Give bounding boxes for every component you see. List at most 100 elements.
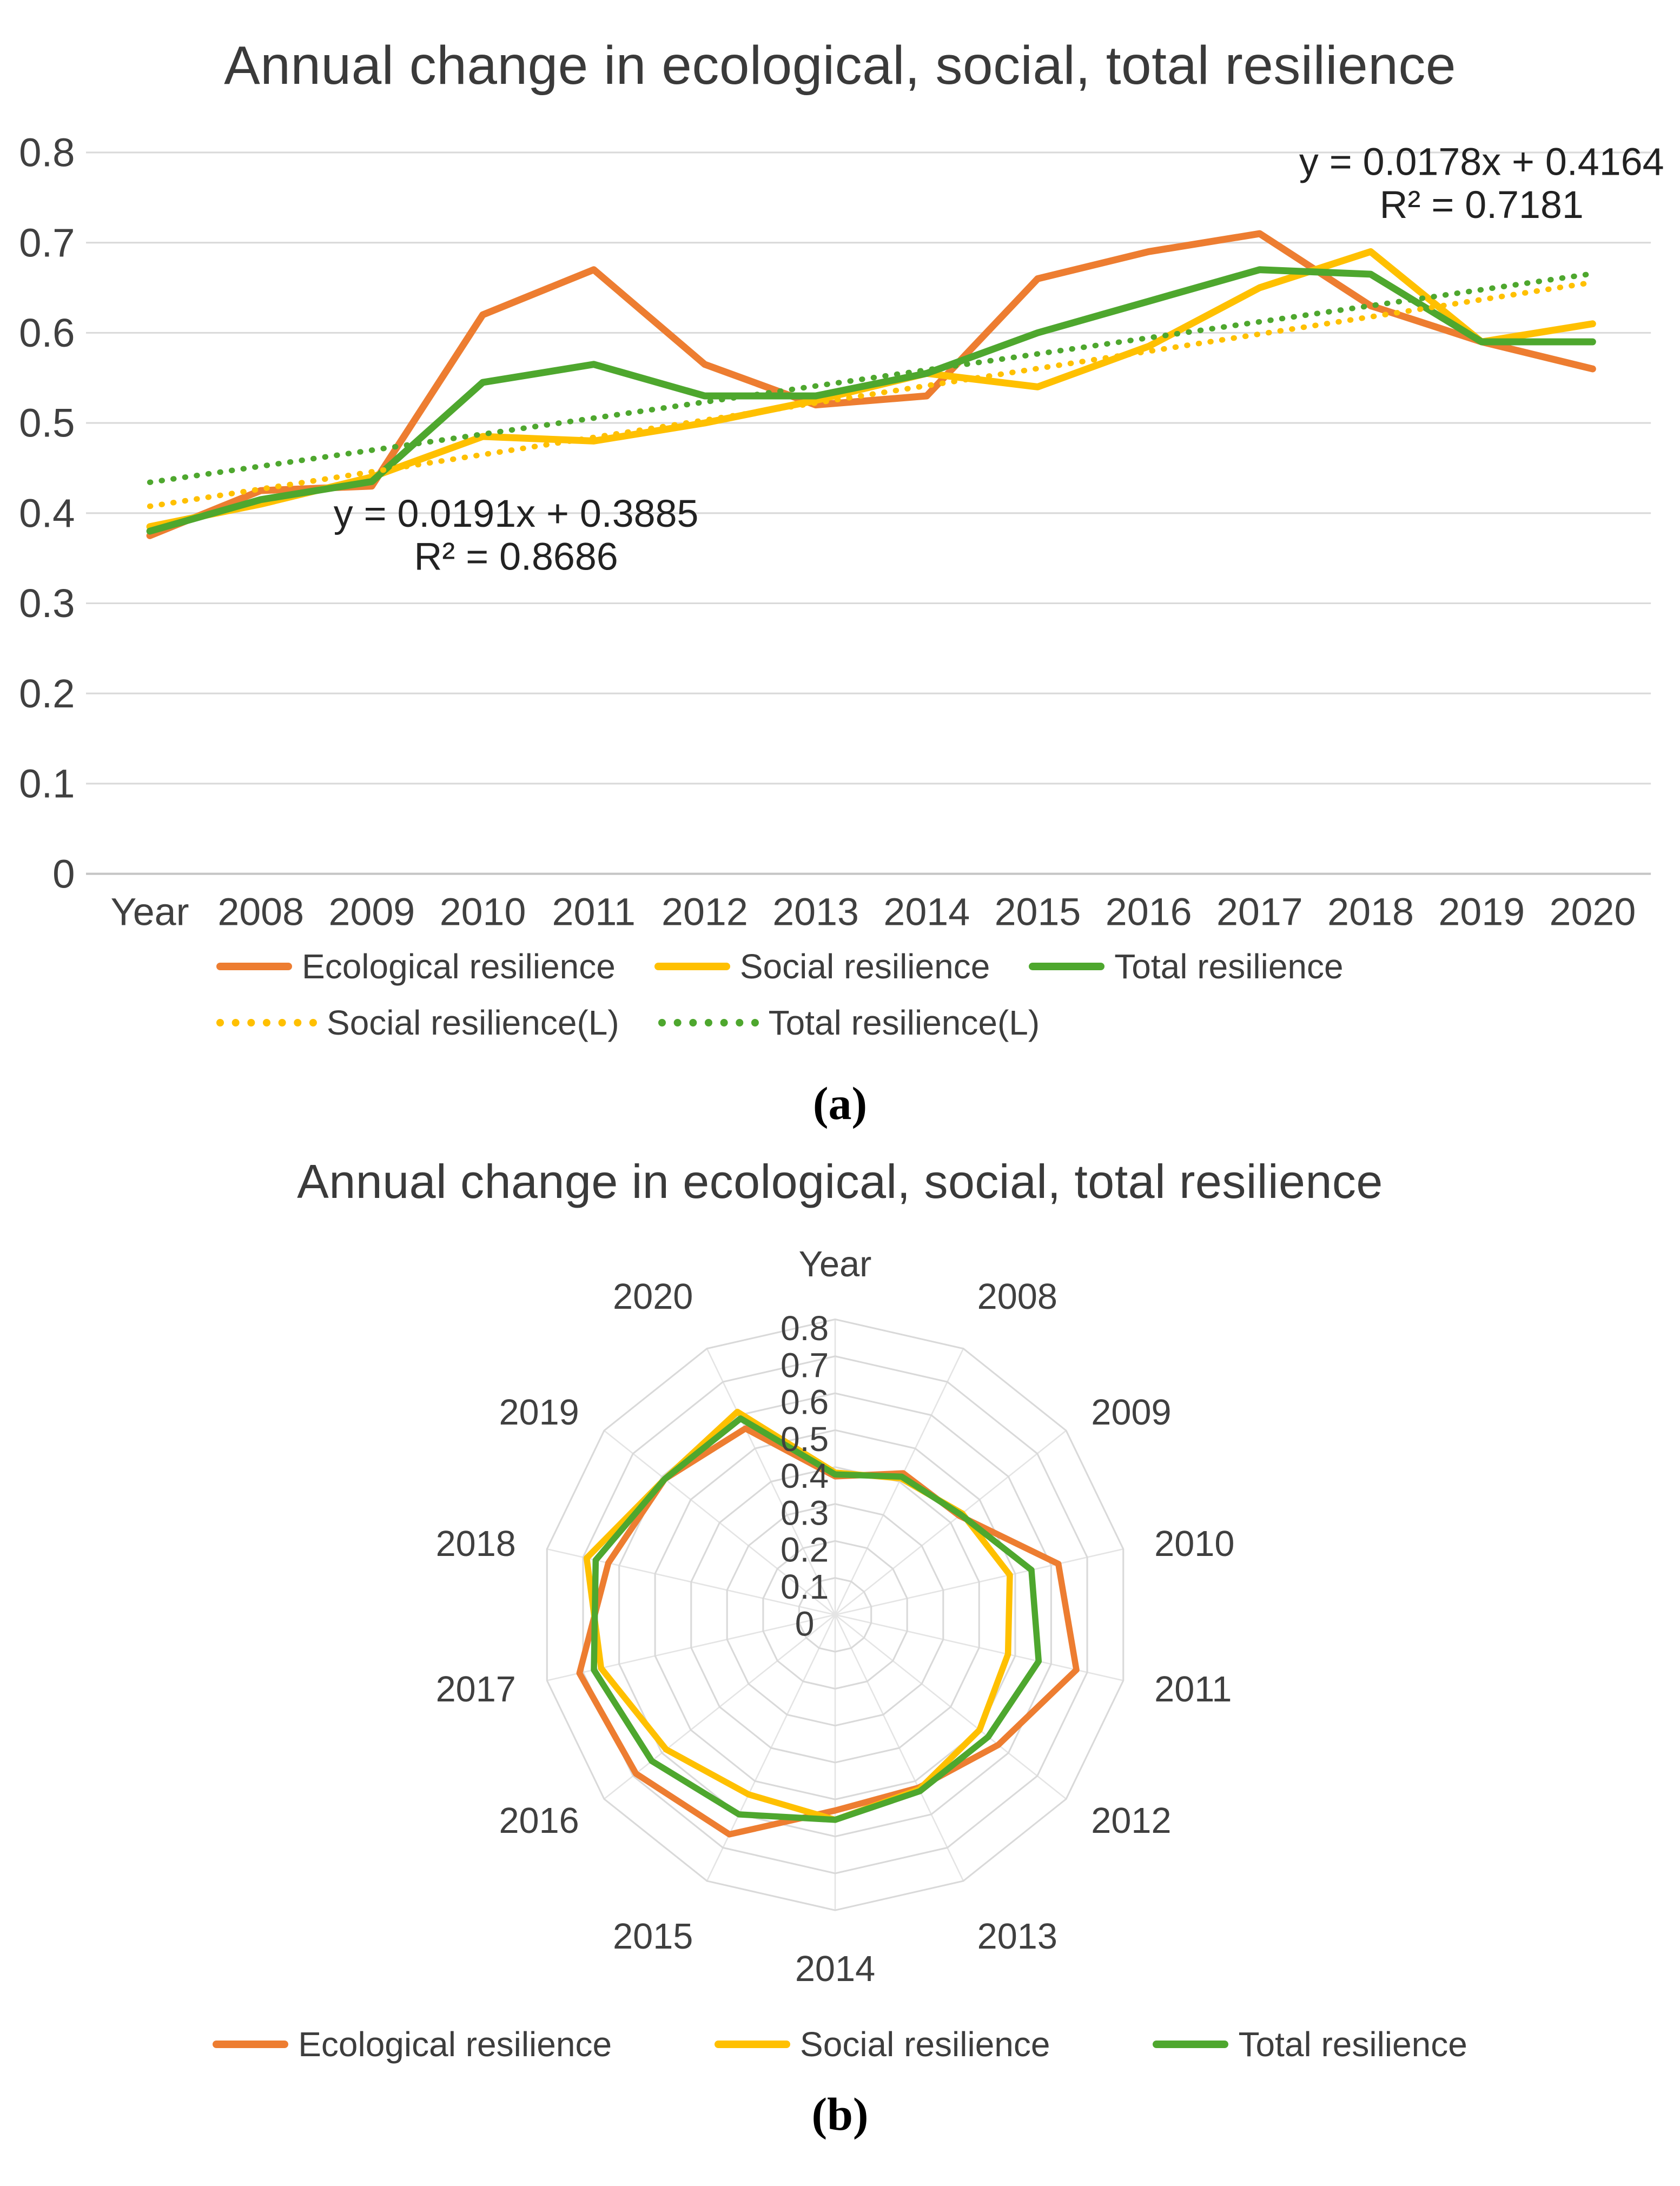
legend-row: Ecological resilience Social resilience To…	[213, 2024, 1467, 2064]
radial-tick-label: 0.2	[781, 1531, 829, 1569]
trend-equation: R² = 0.8686	[414, 535, 618, 578]
dotted-line-swatch-icon	[658, 1018, 759, 1026]
legend-item-social-resilience: Social resilience	[654, 946, 990, 986]
x-tick-label: Year	[110, 891, 189, 934]
panel-b-label: (b)	[811, 2088, 869, 2140]
series-ecological-resilience	[146, 230, 1596, 539]
legend-label: Total resilience	[1114, 946, 1344, 986]
x-tick-label: 2020	[1550, 891, 1636, 934]
x-tick-label: 2011	[552, 891, 636, 934]
legend-label: Social resilience	[800, 2024, 1050, 2064]
trend-equation: R² = 0.7181	[1380, 183, 1584, 227]
panel-a: Annual change in ecological, social, tot…	[0, 35, 1680, 1130]
radial-tick-label: 0.6	[781, 1382, 829, 1421]
radar-category-label: 2020	[613, 1277, 693, 1317]
radar-category-labels: Year 2008 2009 2010 2011 2012 2013 2014 2015 2016…	[436, 1244, 1235, 1989]
line-swatch-icon	[216, 962, 292, 970]
radar-category-label: Year	[799, 1244, 872, 1284]
x-tick-label: 2017	[1216, 891, 1303, 934]
radar-category-label: 2008	[977, 1277, 1057, 1317]
chart-a-legend: Ecological resilience Social resilience To…	[0, 946, 1680, 1043]
series-ecological-resilience	[576, 1425, 1080, 1838]
x-tick-label: 2010	[440, 891, 526, 934]
radar-category-label: 2017	[436, 1670, 516, 1710]
radial-tick-label: 0.8	[781, 1309, 829, 1348]
radial-tick-label: 0.1	[781, 1567, 829, 1606]
trendline-social-resilience-l	[147, 280, 1596, 509]
line-swatch-icon	[654, 962, 730, 970]
radar-category-label: 2014	[795, 1949, 875, 1989]
legend-label: Total resilience	[1238, 2024, 1467, 2064]
panel-b: Annual change in ecological, social, tot…	[0, 1154, 1680, 2141]
x-tick-label: 2009	[329, 891, 415, 934]
x-tick-label: 2016	[1106, 891, 1192, 934]
y-tick-label: 0.6	[19, 310, 75, 355]
chart-b-legend: Ecological resilience Social resilience To…	[0, 2024, 1680, 2064]
series-total-resilience	[146, 266, 1596, 535]
radial-tick-label: 0	[795, 1604, 815, 1643]
legend-item-total-resilience: Total resilience	[1029, 946, 1344, 986]
x-tick-label: 2012	[662, 891, 748, 934]
legend-item-total-resilience: Total resilience	[1153, 2024, 1467, 2064]
radial-tick-label: 0.3	[781, 1493, 829, 1532]
radar-category-label: 2018	[436, 1524, 516, 1564]
chart-b-title: Annual change in ecological, social, tot…	[297, 1154, 1383, 1208]
radar-category-label: 2010	[1154, 1524, 1234, 1564]
radar-series	[576, 1408, 1080, 1838]
y-axis-labels: 0 0.1 0.2 0.3 0.4 0.5 0.6 0.7 0.8	[19, 130, 75, 897]
legend-item-social-resilience-l: Social resilience(L)	[216, 1003, 619, 1043]
line-swatch-icon	[213, 2040, 289, 2048]
legend-label: Ecological resilience	[298, 2024, 612, 2064]
series-lines	[146, 230, 1596, 539]
radar-category-label: 2019	[499, 1393, 579, 1433]
legend-label: Social resilience(L)	[327, 1003, 619, 1042]
line-chart: 0 0.1 0.2 0.3 0.4 0.5 0.6 0.7 0.8 Year 2008 2009 201…	[19, 130, 1664, 934]
trend-equation: y = 0.0191x + 0.3885	[334, 492, 699, 535]
line-swatch-icon	[715, 2040, 791, 2048]
gridlines	[86, 151, 1651, 875]
y-tick-label: 0.3	[19, 581, 75, 626]
x-tick-label: 2008	[217, 891, 304, 934]
legend-row: Social resilience(L) Total resilience(L)	[216, 1003, 1680, 1043]
legend-item-ecological-resilience: Ecological resilience	[216, 946, 616, 986]
y-tick-label: 0.1	[19, 761, 75, 806]
radar-category-label: 2015	[613, 1917, 693, 1957]
line-swatch-icon	[1153, 2040, 1229, 2048]
x-tick-label: 2015	[995, 891, 1081, 934]
chart-a-title: Annual change in ecological, social, tot…	[224, 35, 1456, 96]
radar-category-label: 2012	[1091, 1801, 1171, 1841]
trendline-total-resilience-l	[147, 270, 1596, 485]
line-swatch-icon	[1029, 962, 1105, 970]
y-tick-label: 0.5	[19, 401, 75, 446]
legend-label: Social resilience	[739, 946, 990, 986]
legend-item-social-resilience: Social resilience	[715, 2024, 1050, 2064]
legend-item-ecological-resilience: Ecological resilience	[213, 2024, 612, 2064]
radar-category-label: 2016	[499, 1801, 579, 1841]
radial-tick-label: 0.7	[781, 1346, 829, 1385]
radar-category-label: 2013	[977, 1917, 1057, 1957]
x-axis-labels: Year 2008 2009 2010 2011 2012 2013 2014 2015 2016…	[110, 891, 1636, 934]
x-tick-label: 2014	[883, 891, 970, 934]
radial-tick-label: 0.5	[781, 1420, 829, 1459]
legend-label: Ecological resilience	[302, 946, 616, 986]
radar-category-label: 2009	[1091, 1393, 1171, 1433]
radar-category-label: 2011	[1154, 1670, 1232, 1710]
radial-tick-label: 0.4	[781, 1456, 829, 1495]
x-tick-label: 2019	[1438, 891, 1525, 934]
legend-row: Ecological resilience Social resilience To…	[216, 946, 1680, 986]
y-tick-label: 0.8	[19, 130, 75, 175]
radar-chart: 00.10.20.30.40.50.60.70.8 Year 2008 2009 201…	[436, 1244, 1235, 1989]
series-total-resilience	[591, 1415, 1042, 1823]
y-tick-label: 0	[52, 851, 75, 896]
legend-item-total-resilience-l: Total resilience(L)	[658, 1003, 1040, 1043]
legend-label: Total resilience(L)	[768, 1003, 1040, 1042]
x-tick-label: 2018	[1327, 891, 1414, 934]
radial-tick-labels: 00.10.20.30.40.50.60.70.8	[781, 1309, 829, 1643]
panel-a-label: (a)	[812, 1077, 868, 1129]
y-tick-label: 0.4	[19, 491, 75, 535]
trend-equation: y = 0.0178x + 0.4164	[1299, 141, 1664, 184]
y-tick-label: 0.2	[19, 671, 75, 716]
y-tick-label: 0.7	[19, 220, 75, 265]
